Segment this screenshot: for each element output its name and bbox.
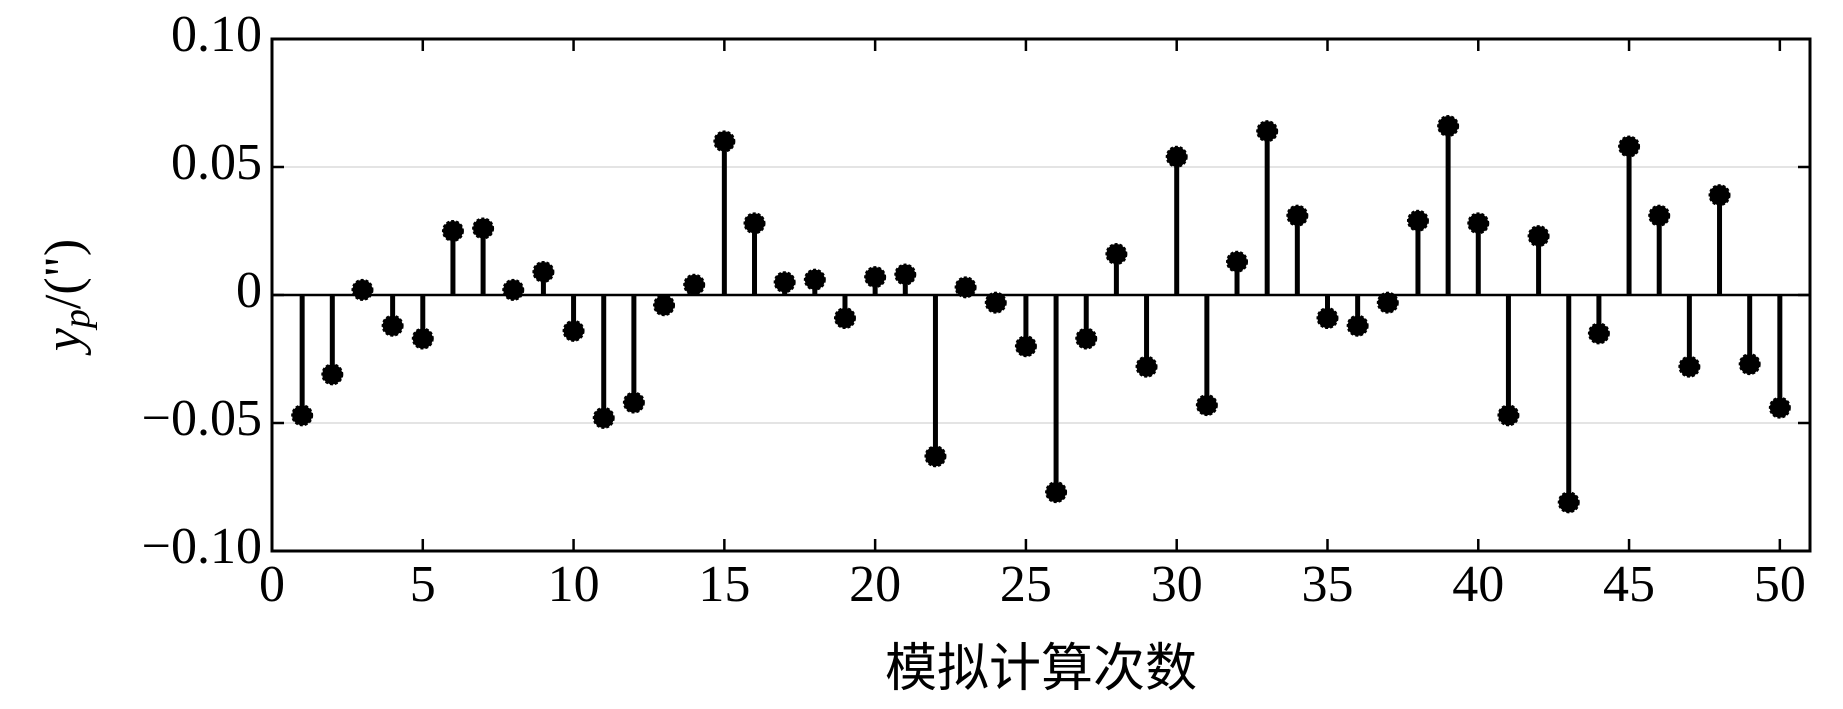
stem-marker [472,217,495,240]
stem-marker [592,406,615,429]
stem-marker [773,271,796,294]
x-tick-label: 15 [698,556,750,613]
stem-marker [924,445,947,468]
stem-marker [1135,355,1158,378]
stem-marker [864,266,887,289]
y-tick-label: −0.10 [142,518,262,575]
stem-marker [1406,209,1429,232]
stem-marker [622,391,645,414]
y-tick-label: 0.05 [171,134,262,191]
stem-marker [1768,396,1791,419]
stem-marker [351,278,374,301]
stem-marker [1467,212,1490,235]
x-tick-label: 50 [1754,556,1806,613]
stem-marker [1557,491,1580,514]
stem-marker [1014,335,1037,358]
stem-marker [1346,314,1369,337]
stem-marker [381,314,404,337]
x-tick-label: 20 [849,556,901,613]
stem-marker [743,212,766,235]
stem-marker [1286,204,1309,227]
stem-marker [1376,291,1399,314]
x-tick-label: 45 [1603,556,1655,613]
stem-marker [1708,184,1731,207]
x-tick-label: 10 [548,556,600,613]
x-tick-label: 35 [1301,556,1353,613]
x-tick-label: 0 [259,556,285,613]
x-axis-label: 模拟计算次数 [885,641,1197,698]
stem-marker [411,327,434,350]
x-tick-label: 40 [1452,556,1504,613]
stem-marker [833,307,856,330]
stem-marker [1165,145,1188,168]
stem-marker [1437,115,1460,138]
stem-marker [562,319,585,342]
stem-marker [441,220,464,242]
stem-marker [1256,120,1279,143]
stem-marker [954,276,977,299]
y-label-sub: p [56,309,98,331]
x-tick-label: 30 [1151,556,1203,613]
stem-marker [1587,322,1610,345]
stem-marker [1678,355,1701,378]
stem-marker [803,268,826,291]
y-tick-label: 0 [236,262,262,319]
stem-marker [291,404,314,427]
y-tick-label: −0.05 [142,390,262,447]
stem-marker [321,363,344,386]
stem-marker [1618,135,1641,158]
y-axis-label: yp/(") [35,239,98,356]
x-tick-label: 5 [410,556,436,613]
stem-marker [653,294,676,317]
stem-marker [1075,327,1098,350]
stem-marker [713,130,736,153]
stem-marker [683,273,706,296]
stem-marker [532,260,555,283]
stem-marker [1316,307,1339,330]
stem-marker [1527,225,1550,248]
y-tick-label: 0.10 [171,6,262,63]
stem-marker [984,291,1007,314]
stem-marker [1738,353,1761,376]
stem-marker [1045,481,1068,504]
x-tick-label: 25 [1000,556,1052,613]
plot-frame [270,37,1812,553]
y-label-main: y [35,327,92,356]
stem-marker [1648,204,1671,227]
stem-marker [894,263,917,286]
stem-marker [1105,243,1128,266]
stem-marker [502,278,525,301]
stem-marker [1195,394,1218,417]
stem-marker [1497,404,1520,427]
stem-marker [1226,250,1249,273]
y-label-rest: /(") [35,239,92,309]
